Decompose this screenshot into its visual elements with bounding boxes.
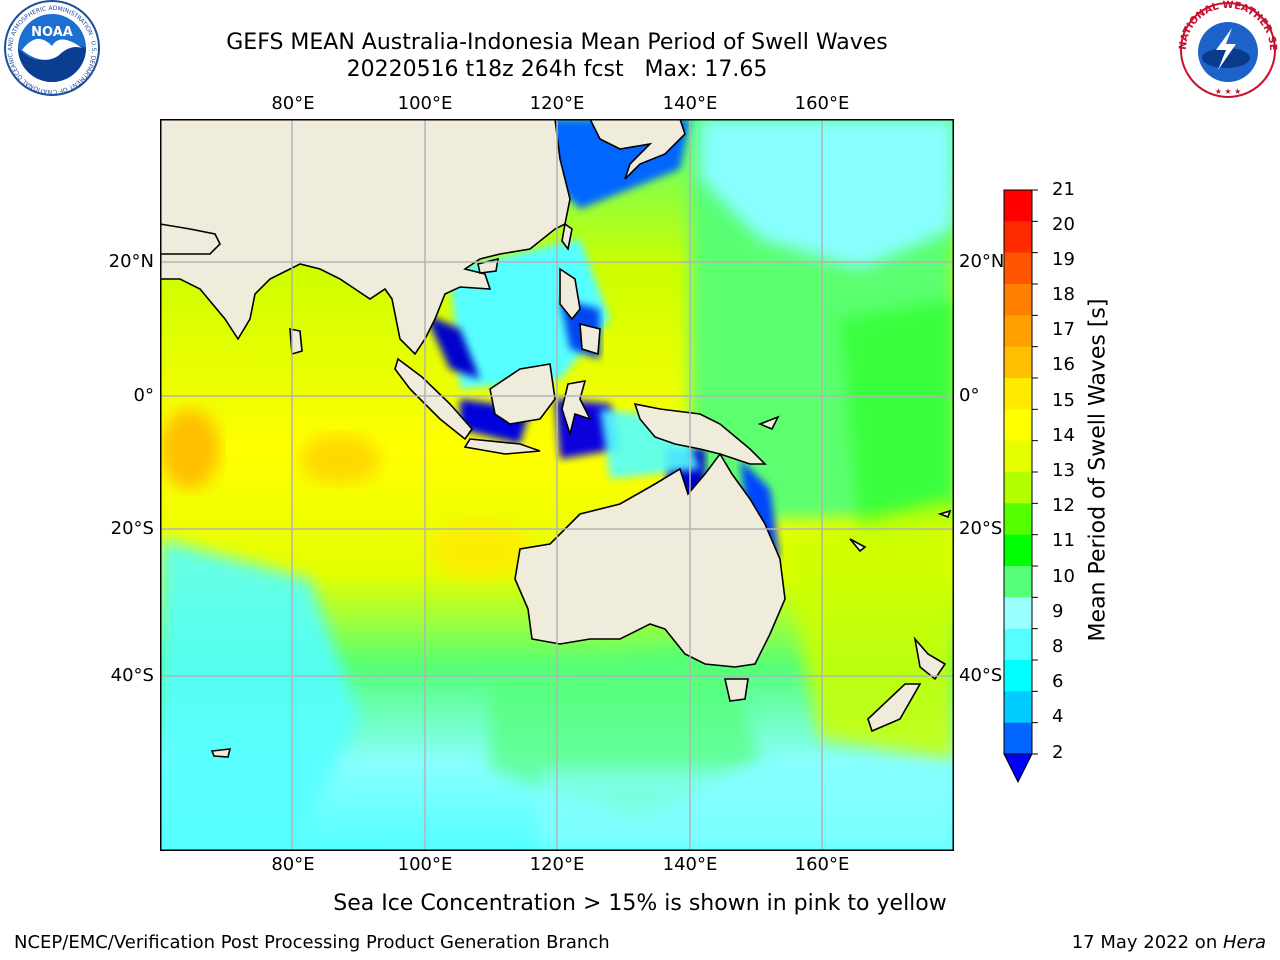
colorbar-bin (1004, 346, 1032, 379)
footer-machine: Hera (1222, 932, 1266, 953)
colorbar-bin (1004, 409, 1032, 442)
lon-tick-bottom: 120°E (529, 854, 585, 875)
colorbar-bin (1004, 190, 1032, 222)
sumatra (394, 357, 474, 441)
colorbar (1003, 189, 1038, 784)
lon-tick-bottom: 100°E (397, 854, 453, 875)
footer-credit: NCEP/EMC/Verification Post Processing Pr… (14, 932, 610, 953)
noaa-logo: NATIONAL OCEANIC AND ATMOSPHERIC ADMINIS… (0, 0, 100, 96)
lat-tick-right: 0° (959, 385, 980, 406)
sea-ice-note: Sea Ice Concentration > 15% is shown in … (333, 891, 947, 916)
colorbar-label: 8 (1052, 636, 1064, 657)
lat-tick-left: 20°N (108, 251, 154, 272)
colorbar-label: 21 (1052, 179, 1075, 200)
colorbar-label: 20 (1052, 214, 1075, 235)
footer-date-text: 17 May 2022 on (1071, 932, 1223, 953)
colorbar-bin (1004, 440, 1032, 473)
lat-tick-left: 40°S (110, 665, 154, 686)
australia (514, 452, 786, 668)
colorbar-label: 15 (1052, 390, 1075, 411)
lon-tick-top: 80°E (271, 93, 315, 114)
colorbar-label: 9 (1052, 601, 1064, 622)
colorbar-label: 2 (1052, 742, 1064, 763)
footer-date: 17 May 2022 on Hera (1072, 932, 1266, 954)
lat-tick-right: 20°N (959, 251, 1005, 272)
colorbar-bin (1004, 503, 1032, 536)
colorbar-label: 4 (1052, 706, 1064, 727)
lat-tick-right: 20°S (959, 518, 1003, 539)
colorbar-bin (1004, 315, 1032, 348)
svg-text:★ ★ ★: ★ ★ ★ (1215, 87, 1242, 96)
land-masses (160, 119, 952, 758)
chart-title: GEFS MEAN Australia-Indonesia Mean Perio… (226, 30, 888, 55)
colorbar-label: 18 (1052, 284, 1075, 305)
graticule (160, 119, 954, 851)
colorbar-label: 11 (1052, 530, 1075, 551)
colorbar-bin (1004, 597, 1032, 630)
lat-tick-left: 0° (133, 385, 154, 406)
noaa-logo-text: NOAA (31, 25, 73, 40)
colorbar-bin (1004, 722, 1032, 755)
colorbar-label: 16 (1052, 354, 1075, 375)
colorbar-bin (1004, 566, 1032, 598)
colorbar-label: 12 (1052, 495, 1075, 516)
borneo (489, 363, 556, 425)
nws-logo: NATIONAL WEATHER SERVICE ★ ★ ★ (1176, 0, 1278, 98)
lat-tick-right: 40°S (959, 665, 1003, 686)
lon-tick-top: 140°E (662, 93, 718, 114)
colorbar-label: 19 (1052, 249, 1075, 270)
colorbar-bin (1004, 691, 1032, 724)
colorbar-label: 14 (1052, 425, 1075, 446)
lon-tick-bottom: 80°E (271, 854, 315, 875)
colorbar-title: Mean Period of Swell Waves [s] (1085, 298, 1111, 642)
lon-tick-top: 120°E (529, 93, 585, 114)
colorbar-bin (1004, 252, 1032, 285)
colorbar-label: 10 (1052, 566, 1075, 587)
new-guinea (633, 402, 767, 465)
colorbar-bin (1004, 660, 1032, 692)
colorbar-bin (1004, 284, 1032, 316)
colorbar-label: 6 (1052, 671, 1064, 692)
asia-landmass (160, 119, 571, 356)
chart-subtitle: 20220516 t18z 264h fcst Max: 17.65 (346, 57, 768, 82)
colorbar-label: 13 (1052, 460, 1075, 481)
colorbar-bin (1004, 472, 1032, 504)
lon-tick-bottom: 160°E (794, 854, 850, 875)
colorbar-bin (1004, 221, 1032, 254)
lon-tick-top: 100°E (397, 93, 453, 114)
colorbar-bin (1004, 534, 1032, 567)
swell-period-map (160, 119, 954, 851)
lon-tick-top: 160°E (794, 93, 850, 114)
colorbar-bin (1004, 628, 1032, 661)
colorbar-label: 17 (1052, 319, 1075, 340)
colorbar-extend-arrow (1003, 753, 1033, 784)
map-border (160, 119, 954, 851)
lat-tick-left: 20°S (110, 518, 154, 539)
lon-tick-bottom: 140°E (662, 854, 718, 875)
colorbar-bin (1004, 378, 1032, 410)
